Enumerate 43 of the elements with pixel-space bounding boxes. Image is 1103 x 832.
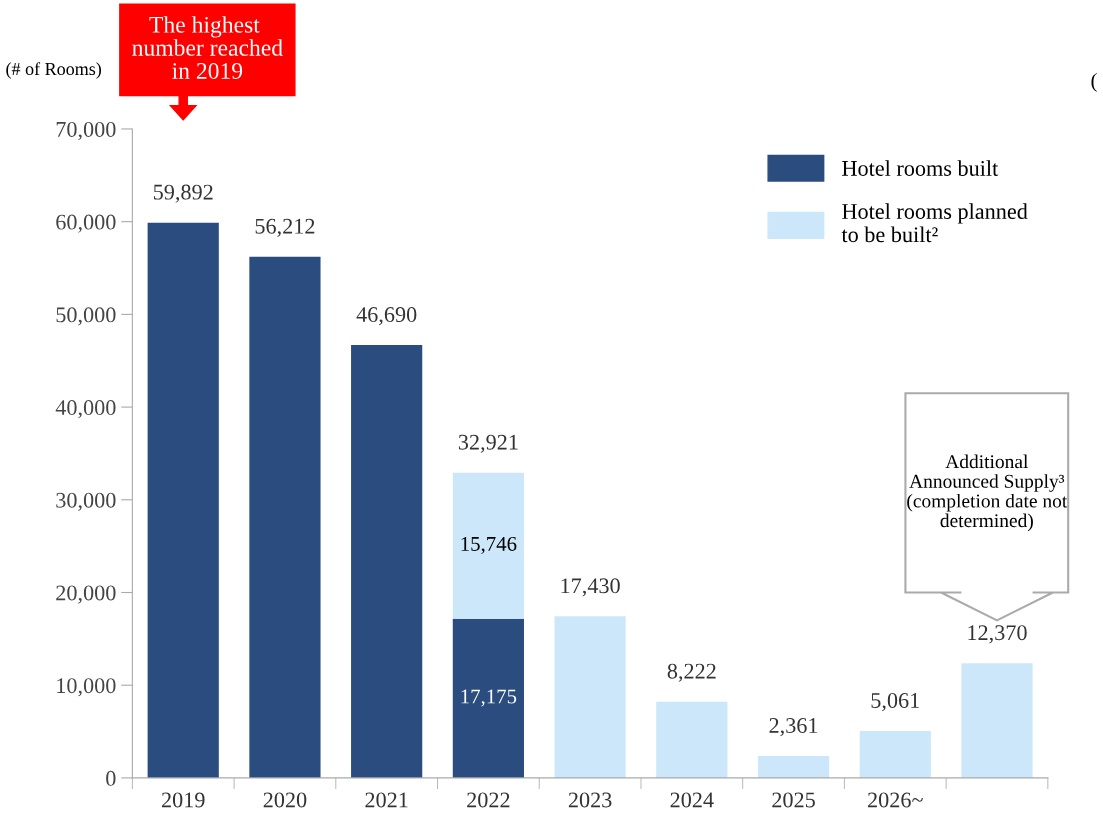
- total-label: 32,921: [458, 434, 518, 453]
- y-tick-label: 0: [106, 770, 116, 786]
- bar: [961, 663, 1033, 778]
- text: (: [1091, 72, 1097, 92]
- x-tick-label: 2023: [568, 792, 612, 808]
- text: The highest number reached in 2019: [132, 16, 283, 79]
- x-tick-label: 2019: [161, 792, 205, 808]
- y-axis-title: (# of Rooms): [6, 62, 102, 79]
- data-label: 46,690: [356, 307, 417, 326]
- y-tick-label: 10,000: [57, 678, 116, 697]
- bar: [554, 616, 626, 778]
- bar: [757, 756, 830, 778]
- bar: [351, 345, 423, 778]
- bar: [656, 701, 728, 778]
- data-label: 17,175: [461, 689, 517, 707]
- data-label: 59,892: [153, 184, 213, 203]
- data-label: 2,361: [769, 718, 818, 737]
- bar: [859, 731, 931, 778]
- data-label: 17,430: [561, 578, 620, 597]
- bar: [452, 618, 524, 778]
- y-tick-label: 60,000: [56, 214, 116, 233]
- data-label: 8,222: [667, 663, 716, 682]
- y-tick-label: 30,000: [56, 492, 116, 511]
- bar: [249, 256, 321, 778]
- y-tick-label: 50,000: [56, 307, 116, 326]
- annotation: Additional Announced Supply³ (completion date not determined): [907, 454, 1068, 532]
- x-tick-label: 2025: [772, 792, 815, 808]
- data-label: 56,212: [255, 218, 315, 237]
- y-tick-label: 70,000: [56, 121, 116, 141]
- y-tick-label: 40,000: [55, 400, 116, 419]
- x-tick-label: 2024: [670, 792, 714, 808]
- y-tick-label: 20,000: [56, 585, 116, 604]
- x-tick-label: 2021: [365, 792, 408, 808]
- bar: [147, 222, 219, 778]
- legend-label: Hotel rooms planned to be built²: [841, 203, 1028, 243]
- legend-label: Hotel rooms built: [842, 160, 999, 176]
- bar: [452, 472, 524, 619]
- data-label: 5,061: [871, 692, 919, 712]
- data-label: 15,746: [461, 536, 517, 554]
- data-label: 12,370: [968, 625, 1027, 644]
- x-tick-label: 2022: [467, 792, 510, 808]
- x-tick-label: 2020: [263, 792, 307, 808]
- x-tick-label: 2026~: [868, 792, 923, 808]
